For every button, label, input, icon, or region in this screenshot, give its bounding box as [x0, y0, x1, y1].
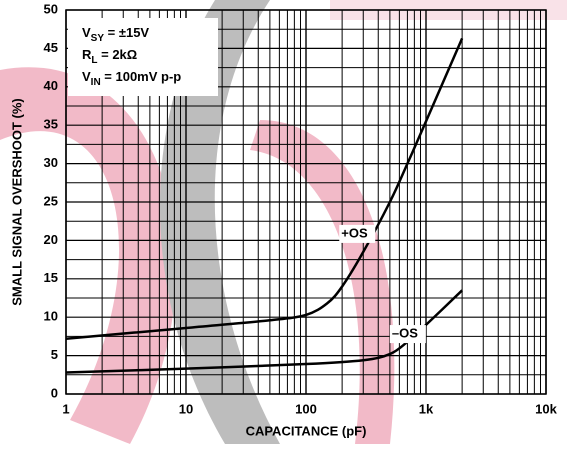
- y-tick-label: 30: [44, 155, 58, 170]
- series-label: +OS: [341, 225, 368, 240]
- annotation-main: R: [82, 47, 92, 62]
- y-tick-label: 40: [44, 78, 58, 93]
- x-tick-label: 10: [179, 401, 193, 416]
- y-tick-label: 5: [51, 347, 58, 362]
- y-tick-label: 50: [44, 1, 58, 16]
- y-tick-label: 15: [44, 270, 58, 285]
- annotation-box: [68, 18, 218, 96]
- x-tick-label: 1k: [419, 401, 434, 416]
- x-tick-label: 1: [62, 401, 69, 416]
- annotation-sub: L: [91, 55, 97, 66]
- annotation: VIN = 100mV p-p: [82, 69, 181, 87]
- annotation-sub: IN: [91, 77, 101, 88]
- annotation-sub: SY: [91, 33, 105, 44]
- y-tick-label: 10: [44, 309, 58, 324]
- plot: +OS –OS: [65, 37, 464, 374]
- annotation-main: V: [82, 69, 91, 84]
- y-tick-label: 0: [51, 385, 58, 400]
- series-label-bg: [339, 224, 376, 243]
- annotation: RL = 2kΩ: [82, 47, 137, 65]
- y-tick-label: 35: [44, 117, 58, 132]
- y-tick-label: 25: [44, 193, 58, 208]
- y-tick-label: 20: [44, 232, 58, 247]
- x-tick-label: 100: [295, 401, 317, 416]
- series-line: [65, 37, 464, 340]
- plot-frame: [65, 9, 547, 395]
- annotation-rest: = ±15V: [104, 25, 149, 40]
- annotation-rest: = 2kΩ: [98, 47, 138, 62]
- x-axis-label: CAPACITANCE (pF): [246, 423, 367, 438]
- y-tick-label: 45: [44, 40, 58, 55]
- annotation-rest: = 100mV p-p: [101, 69, 182, 84]
- series-label: –OS: [392, 326, 418, 341]
- series-label-bg: [389, 325, 426, 344]
- annotation-main: V: [82, 25, 91, 40]
- y-axis-label: SMALL SIGNAL OVERSHOOT (%): [9, 98, 24, 306]
- x-tick-label: 10k: [535, 401, 557, 416]
- annotation: VSY = ±15V: [82, 25, 149, 43]
